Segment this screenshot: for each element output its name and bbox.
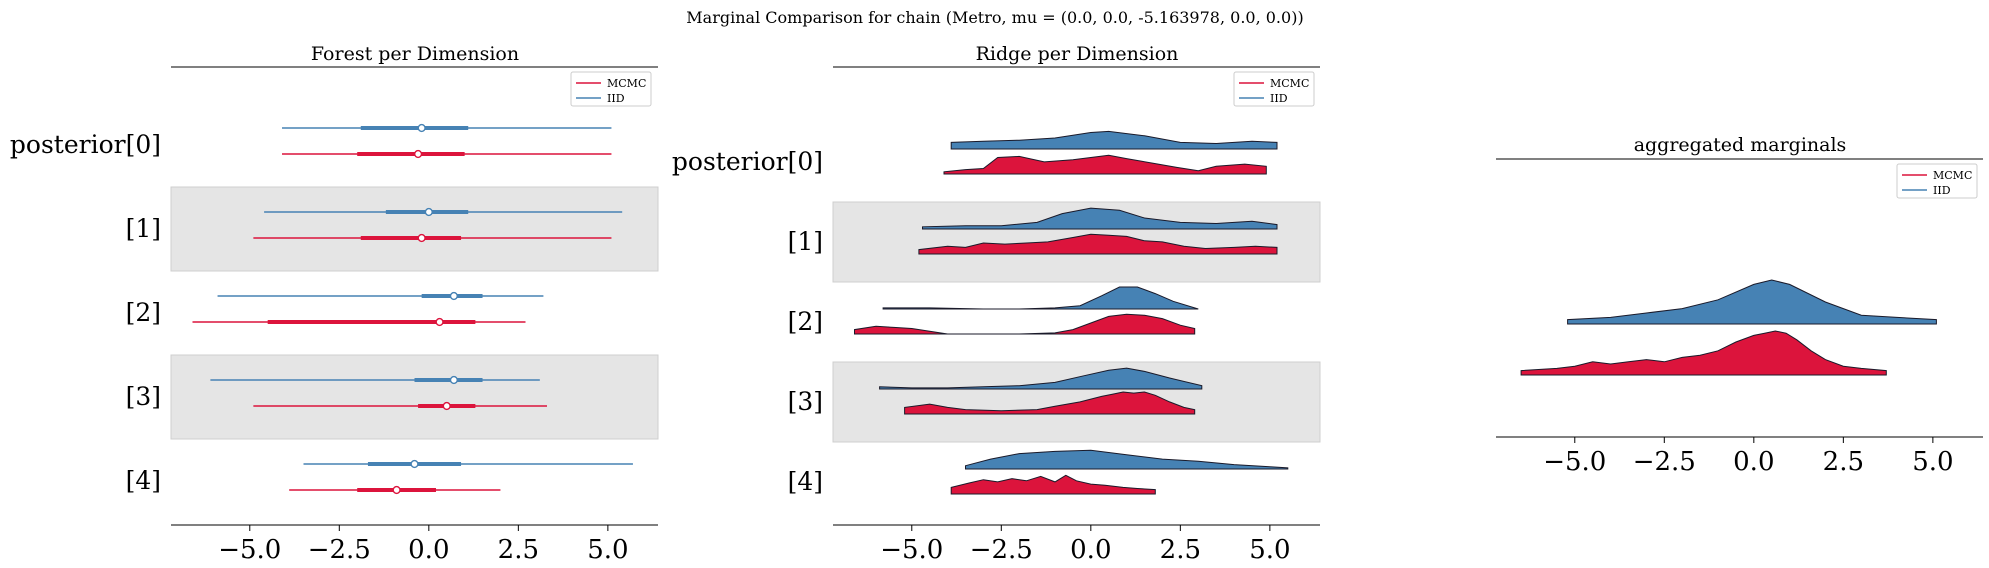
ridge-density-iid bbox=[922, 207, 1278, 230]
forest-median-mcmc bbox=[392, 485, 401, 495]
forest-shaded-band bbox=[170, 186, 659, 272]
forest-x-tick-label: −2.5 bbox=[308, 535, 371, 565]
aggregated-x-tick-label: 5.0 bbox=[1912, 447, 1953, 477]
forest-row-label: posterior[0] bbox=[10, 130, 161, 159]
forest-x-tick-label: 0.0 bbox=[408, 535, 449, 565]
ridge-density-mcmc bbox=[904, 391, 1196, 415]
aggregated-x-tick-label: 2.5 bbox=[1823, 447, 1864, 477]
forest-median-iid bbox=[449, 291, 458, 301]
aggregated-x-tick-label: 0.0 bbox=[1733, 447, 1774, 477]
ridge-legend-label: MCMC bbox=[1270, 77, 1309, 90]
aggregated-density-mcmc bbox=[1520, 330, 1887, 376]
ridge-legend-label: IID bbox=[1270, 92, 1288, 105]
forest-legend-label: MCMC bbox=[607, 77, 646, 90]
ridge-density-mcmc bbox=[943, 154, 1267, 175]
ridge-density-mcmc bbox=[950, 474, 1156, 495]
ridge-density-mcmc bbox=[918, 233, 1278, 255]
forest-median-mcmc bbox=[442, 401, 451, 411]
ridge-density-mcmc bbox=[854, 313, 1196, 335]
forest-x-tick-label: 5.0 bbox=[587, 535, 628, 565]
ridge-row-label: [3] bbox=[788, 387, 823, 416]
aggregated-title: aggregated marginals bbox=[1634, 134, 1847, 156]
ridge-x-tick-label: 2.5 bbox=[1160, 535, 1201, 565]
ridge-title: Ridge per Dimension bbox=[976, 43, 1179, 65]
ridge-row-label: [4] bbox=[788, 467, 823, 496]
forest-title: Forest per Dimension bbox=[311, 43, 519, 65]
aggregated-panel: aggregated marginals −5.0 −2.5 0.0 2.5 5.0 MC… bbox=[1496, 134, 1983, 477]
ridge-shaded-band bbox=[832, 361, 1321, 443]
ridge-density-iid bbox=[882, 286, 1199, 310]
forest-median-mcmc bbox=[413, 149, 423, 159]
aggregated-legend-label: MCMC bbox=[1933, 169, 1972, 182]
forest-median-iid bbox=[424, 207, 433, 217]
ridge-row-label: [1] bbox=[788, 227, 823, 256]
forest-median-iid bbox=[417, 123, 426, 133]
forest-x-tick-label: 2.5 bbox=[498, 535, 539, 565]
forest-panel: Forest per Dimension −5.0 −2.5 0.0 2.5 5.0 MC… bbox=[10, 43, 659, 565]
forest-median-mcmc bbox=[417, 233, 426, 243]
ridge-density-iid bbox=[879, 367, 1203, 390]
aggregated-legend-label: IID bbox=[1933, 184, 1951, 197]
forest-row-label: [3] bbox=[126, 382, 161, 411]
aggregated-x-tick-label: −5.0 bbox=[1543, 447, 1606, 477]
ridge-density-iid bbox=[950, 130, 1278, 150]
ridge-row-label: [2] bbox=[788, 307, 823, 336]
aggregated-x-tick-label: −2.5 bbox=[1633, 447, 1696, 477]
forest-x-tick-label: −5.0 bbox=[218, 535, 281, 565]
ridge-density-iid bbox=[965, 449, 1289, 470]
forest-median-iid bbox=[410, 459, 419, 469]
forest-median-mcmc bbox=[435, 317, 444, 327]
ridge-x-tick-label: −2.5 bbox=[970, 535, 1033, 565]
forest-row-label: [4] bbox=[126, 466, 161, 495]
figure-suptitle: Marginal Comparison for chain (Metro, mu… bbox=[686, 8, 1303, 27]
forest-shaded-band bbox=[170, 354, 659, 440]
aggregated-density-iid bbox=[1567, 279, 1937, 325]
forest-median-iid bbox=[449, 375, 458, 385]
ridge-x-tick-label: −5.0 bbox=[880, 535, 943, 565]
forest-legend-label: IID bbox=[607, 92, 625, 105]
forest-row-label: [2] bbox=[126, 298, 161, 327]
ridge-x-tick-label: 5.0 bbox=[1249, 535, 1290, 565]
ridge-panel: Ridge per Dimension −5.0 −2.5 0.0 2.5 5.0 MCM… bbox=[672, 43, 1321, 565]
ridge-x-tick-label: 0.0 bbox=[1070, 535, 1111, 565]
ridge-row-label: posterior[0] bbox=[672, 147, 823, 176]
forest-row-label: [1] bbox=[126, 214, 161, 243]
